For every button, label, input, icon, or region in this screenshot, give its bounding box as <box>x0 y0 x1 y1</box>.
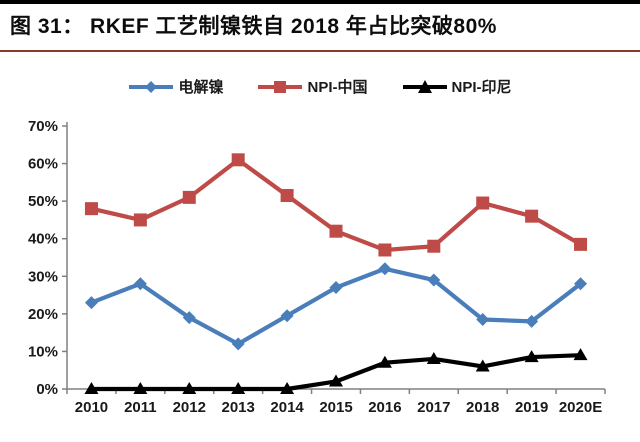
data-point-square <box>329 224 343 238</box>
data-point-diamond <box>525 314 539 328</box>
data-point-triangle <box>231 382 246 394</box>
legend-label: 电解镍 <box>178 79 224 96</box>
legend-label: NPI-中国 <box>307 79 368 96</box>
x-tick-label: 2017 <box>417 399 450 416</box>
legend-label: NPI-印尼 <box>451 79 512 96</box>
data-point-triangle <box>377 355 392 368</box>
title-underline <box>0 50 640 52</box>
data-point-diamond <box>182 311 196 325</box>
data-point-square <box>280 189 294 203</box>
data-point-square <box>476 196 490 210</box>
legend-marker-triangle-icon <box>402 79 447 93</box>
top-rule <box>0 0 640 4</box>
data-point-diamond <box>378 262 392 276</box>
data-point-diamond <box>329 281 343 295</box>
data-point-square <box>133 213 147 227</box>
data-point-diamond <box>84 296 98 310</box>
x-tick-label: 2010 <box>75 399 108 416</box>
data-point-square <box>378 243 392 257</box>
data-point-triangle <box>84 382 99 394</box>
y-tick-label: 50% <box>28 193 58 210</box>
data-point-triangle <box>573 348 588 361</box>
data-point-triangle <box>524 350 539 363</box>
x-tick-label: 2020E <box>559 399 602 416</box>
data-point-triangle <box>475 359 490 372</box>
data-point-square <box>525 209 539 223</box>
x-tick-label: 2012 <box>173 399 206 416</box>
y-tick-label: 20% <box>28 306 58 323</box>
x-tick-label: 2014 <box>270 399 304 416</box>
legend-marker-square-icon <box>258 80 303 93</box>
y-tick-label: 10% <box>28 343 58 360</box>
legend-marker-diamond-icon <box>129 80 174 93</box>
x-tick-label: 2013 <box>221 399 254 416</box>
series-line-电解镍 <box>89 266 583 347</box>
y-tick-label: 60% <box>28 156 58 173</box>
x-tick-label: 2016 <box>368 399 401 416</box>
data-point-square <box>427 239 441 253</box>
x-tick-label: 2019 <box>515 399 548 416</box>
legend-item-NPI-中国: NPI-中国 <box>257 76 368 97</box>
legend-item-电解镍: 电解镍 <box>128 76 223 97</box>
y-tick-label: 70% <box>28 118 58 135</box>
y-tick-label: 0% <box>36 381 58 398</box>
data-point-diamond <box>476 312 490 326</box>
data-point-square <box>182 190 196 204</box>
legend-item-NPI-印尼: NPI-印尼 <box>402 76 512 97</box>
x-tick-label: 2018 <box>466 399 499 416</box>
data-point-square <box>574 237 588 251</box>
data-point-diamond <box>231 337 245 351</box>
line-chart-plot: 0% 10% 20% 30% 40% 50% 60% 70% 2010 2011 2012 2013 2… <box>28 118 606 416</box>
y-tick-label: 40% <box>28 231 58 248</box>
data-point-diamond <box>280 309 294 323</box>
data-point-square <box>84 202 98 216</box>
data-point-triangle <box>133 382 148 394</box>
x-tick-label: 2015 <box>319 399 352 416</box>
y-tick-label: 30% <box>28 268 58 285</box>
data-point-triangle <box>329 374 343 387</box>
x-tick-label: 2011 <box>124 399 157 416</box>
data-point-diamond <box>427 273 441 287</box>
figure-title: 图 31： RKEF 工艺制镍铁自 2018 年占比突破80% <box>10 15 497 38</box>
data-point-triangle <box>280 382 295 394</box>
chart-legend: 电解镍 NPI-中国 NPI-印尼 <box>0 76 640 97</box>
data-point-diamond <box>574 277 588 291</box>
data-point-triangle <box>426 351 441 364</box>
data-point-diamond <box>133 277 147 291</box>
data-point-triangle <box>182 382 197 394</box>
data-point-square <box>231 153 245 167</box>
